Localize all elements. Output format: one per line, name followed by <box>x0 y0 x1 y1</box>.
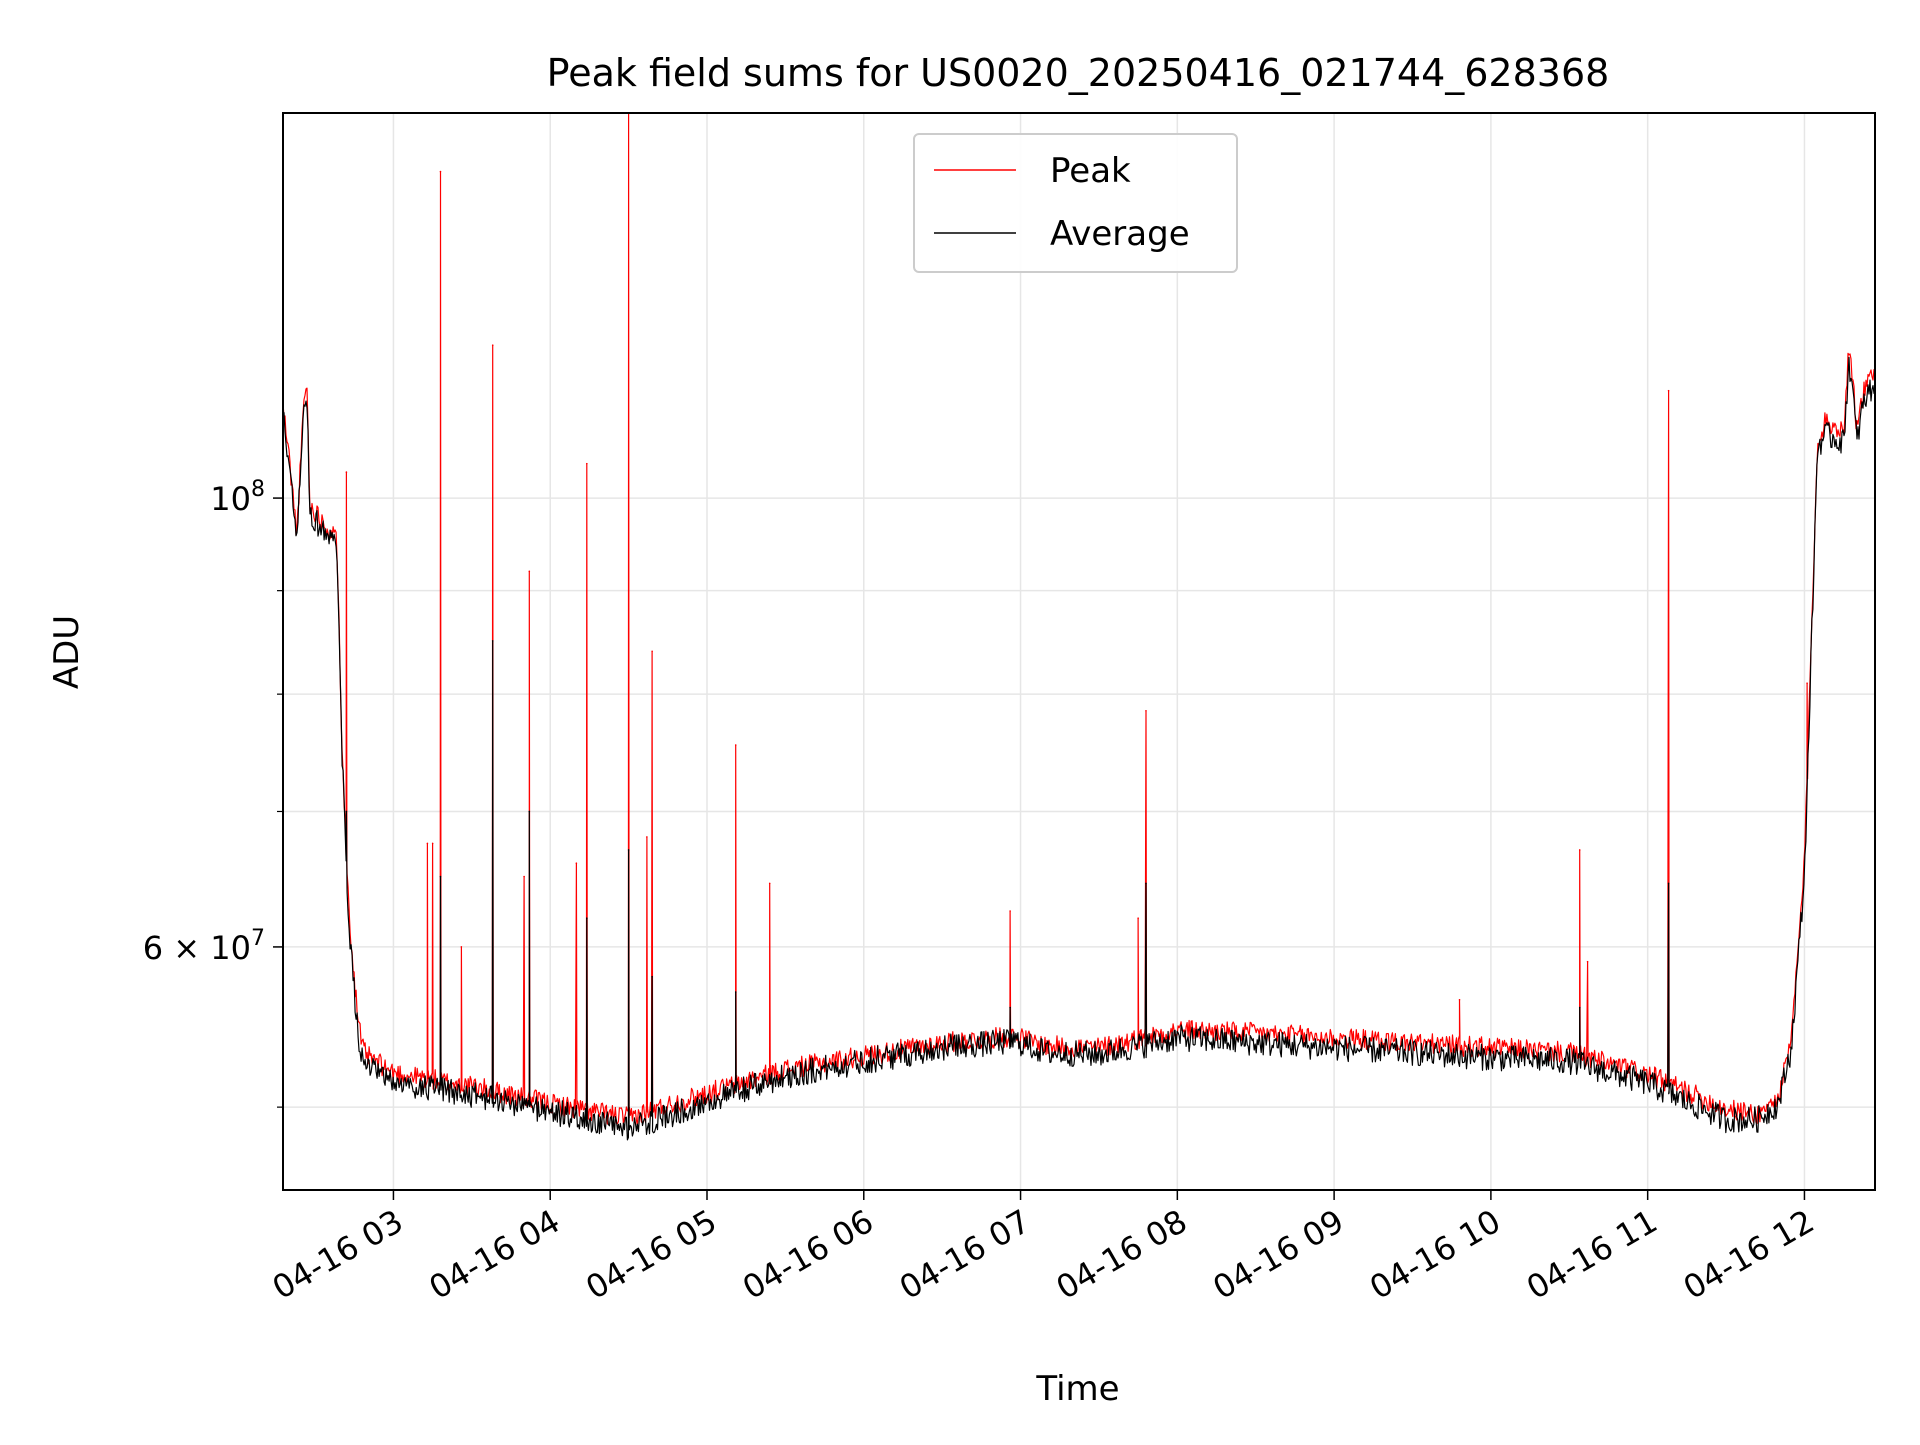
x-tick-label: 04-16 10 <box>1363 1202 1507 1307</box>
x-tick-label: 04-16 07 <box>893 1202 1037 1307</box>
legend-label-peak: Peak <box>1050 151 1131 191</box>
spike-point-average <box>491 640 494 642</box>
spike-point-peak <box>460 946 463 948</box>
spike-point-peak <box>1578 849 1581 851</box>
spike-point-average <box>627 849 630 851</box>
spike-point-peak <box>646 836 648 838</box>
plot-frame <box>282 112 1876 1191</box>
y-tick-label: 108 <box>210 477 265 518</box>
spike-point-peak <box>586 462 588 465</box>
spike-point-peak <box>734 744 737 746</box>
x-tick-label: 04-16 11 <box>1520 1202 1664 1307</box>
x-tick-label: 04-16 12 <box>1677 1202 1821 1307</box>
spike-point-average <box>586 917 588 919</box>
spike-point-average <box>1667 882 1670 885</box>
legend-label-average: Average <box>1050 214 1190 254</box>
spike-point-peak <box>1667 389 1670 392</box>
spike-point-peak <box>1145 709 1147 712</box>
series-peak <box>282 112 1876 1126</box>
grid-lines <box>283 113 1875 1190</box>
spike-point-peak <box>768 882 771 885</box>
spike-point-average <box>651 975 653 978</box>
legend-box <box>913 133 1238 273</box>
spike-point-average <box>345 810 348 813</box>
spike-point-average <box>1578 1006 1581 1009</box>
spike-point-peak <box>491 344 494 347</box>
x-tick-label: 04-16 09 <box>1207 1202 1351 1307</box>
spike-point-peak <box>426 842 429 845</box>
spike-point-average <box>1145 882 1147 885</box>
series-lines <box>282 112 1876 1141</box>
chart-title: Peak field sums for US0020_20250416_0217… <box>547 51 1610 95</box>
x-tick-label: 04-16 08 <box>1050 1202 1194 1307</box>
y-tick-label: 6 × 107 <box>143 926 265 967</box>
spike-point-average <box>1009 1006 1011 1009</box>
x-axis: 04-16 03 04-16 04 04-16 05 04-16 06 04-16 07… <box>266 1190 1821 1307</box>
spike-point-peak <box>1458 998 1461 1001</box>
series-average <box>282 356 1876 1141</box>
spike-point-peak <box>575 862 578 864</box>
spike-point-peak <box>345 471 348 473</box>
spike-point-peak <box>1137 917 1139 919</box>
spike-point-average <box>734 991 737 993</box>
spike-point-peak <box>1806 682 1808 685</box>
spike-point-peak <box>1009 910 1011 912</box>
x-axis-label: Time <box>1035 1369 1119 1409</box>
series-line-peak <box>282 112 1876 1126</box>
spike-point-average <box>528 810 531 813</box>
x-tick-label: 04-16 03 <box>266 1202 410 1307</box>
spike-point-average <box>439 875 442 878</box>
spike-point-peak <box>439 170 442 173</box>
y-axis: 108 6 × 107 <box>143 477 283 1108</box>
spike-point-peak <box>431 842 434 845</box>
spike-point-peak <box>651 650 653 653</box>
legend: Peak Average <box>913 133 1238 273</box>
x-tick-label: 04-16 05 <box>579 1202 723 1307</box>
series-line-average <box>282 356 1876 1141</box>
spike-point-peak <box>523 875 525 878</box>
spike-point-peak <box>1586 960 1589 963</box>
y-axis-label: ADU <box>47 615 87 689</box>
spike-point-peak <box>528 570 531 573</box>
x-tick-label: 04-16 06 <box>736 1202 880 1307</box>
x-tick-label: 04-16 04 <box>423 1202 567 1307</box>
